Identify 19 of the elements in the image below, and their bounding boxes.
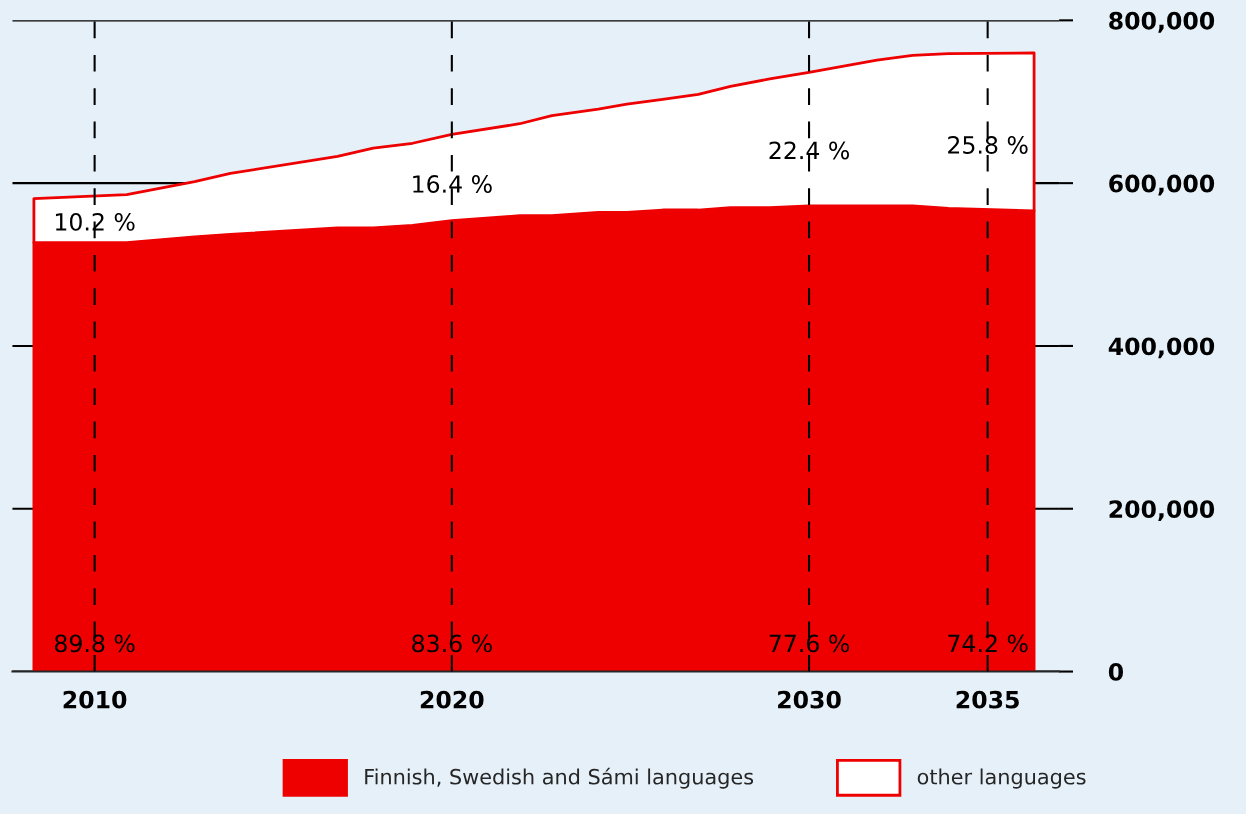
annotation: 77.6 % — [769, 634, 849, 653]
y-tick-label: 600,000 — [1109, 174, 1215, 196]
annotation: 74.2 % — [948, 634, 1028, 653]
y-tick-label: 200,000 — [1109, 500, 1215, 522]
annotation: 16.4 % — [413, 175, 492, 193]
annotation: 83.6 % — [412, 634, 492, 653]
annotation: 10.2 % — [55, 212, 135, 231]
x-tick-label: 2010 — [63, 690, 127, 709]
legend-label: Finnish, Swedish and Sámi languages — [365, 767, 754, 789]
x-tick-label: 2020 — [420, 690, 484, 709]
annotation: 22.4 % — [769, 141, 849, 160]
y-tick-label: 0 — [1108, 663, 1124, 681]
annotation: 25.8 % — [948, 136, 1028, 154]
x-tick-label: 2035 — [956, 690, 1019, 709]
annotation: 89.8 % — [54, 634, 135, 653]
y-tick-label: 800,000 — [1109, 11, 1215, 33]
x-tick-label: 2030 — [778, 690, 841, 709]
legend-label: other languages — [917, 768, 1086, 789]
y-tick-label: 400,000 — [1108, 337, 1215, 359]
